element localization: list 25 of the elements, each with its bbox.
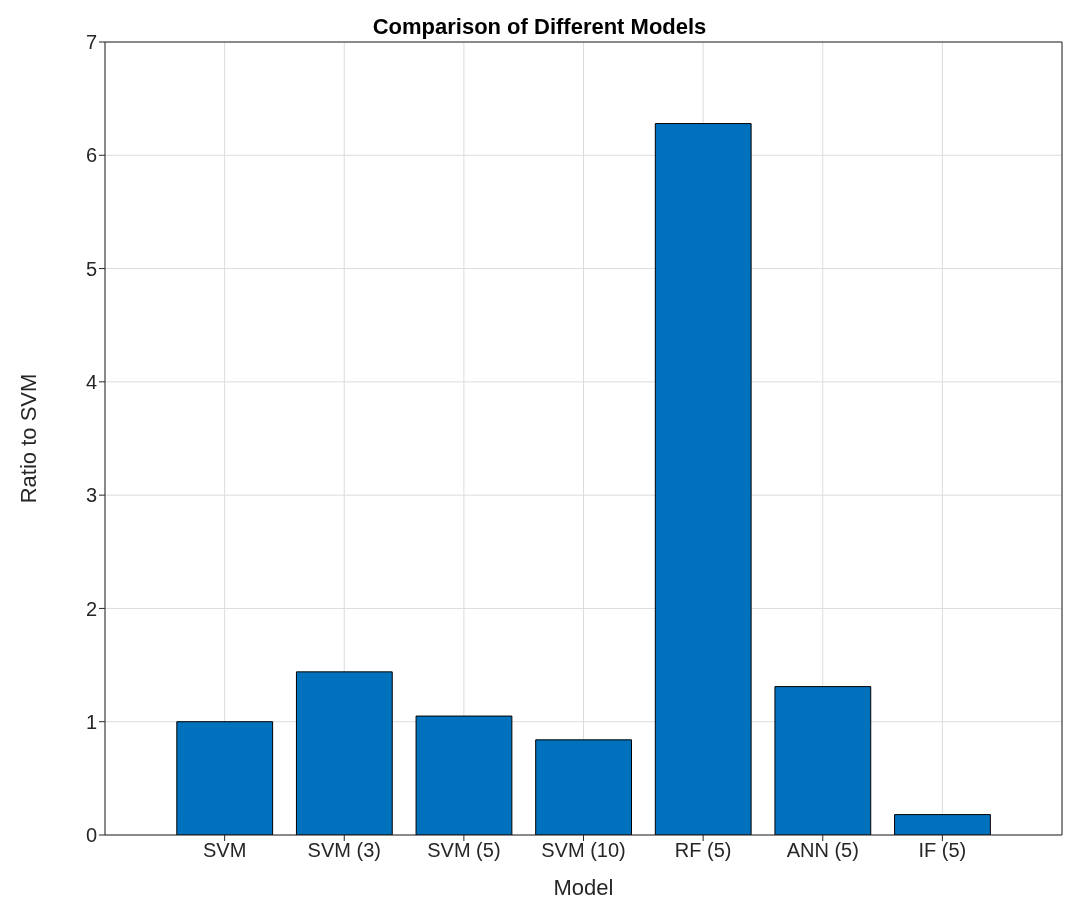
- y-tick-label: 0: [85, 824, 97, 847]
- y-axis-title: Ratio to SVM: [15, 373, 41, 504]
- x-tick-label: SVM (5): [427, 839, 501, 862]
- x-tick-label: RF (5): [674, 839, 732, 862]
- x-tick-label: SVM (3): [307, 839, 381, 862]
- y-tick-label: 7: [85, 31, 97, 54]
- chart-title: Comparison of Different Models: [372, 14, 707, 39]
- y-tick-label: 3: [85, 484, 97, 507]
- y-tick-label: 6: [85, 144, 97, 167]
- y-tick-label: 5: [85, 257, 97, 280]
- x-tick-label: ANN (5): [786, 839, 859, 862]
- x-axis-title: Model: [553, 875, 614, 900]
- bar: [774, 686, 872, 835]
- y-tick-label: 4: [85, 370, 97, 393]
- bar: [535, 739, 632, 835]
- y-tick-label: 2: [85, 597, 97, 620]
- x-tick-label: IF (5): [918, 839, 967, 862]
- bar: [894, 814, 991, 835]
- bar: [176, 721, 274, 835]
- x-tick-label: SVM (10): [541, 839, 626, 862]
- x-tick-label: SVM: [202, 839, 247, 862]
- bar: [415, 715, 513, 835]
- y-tick-label: 1: [85, 710, 97, 733]
- bar: [295, 671, 393, 835]
- bar: [654, 123, 752, 835]
